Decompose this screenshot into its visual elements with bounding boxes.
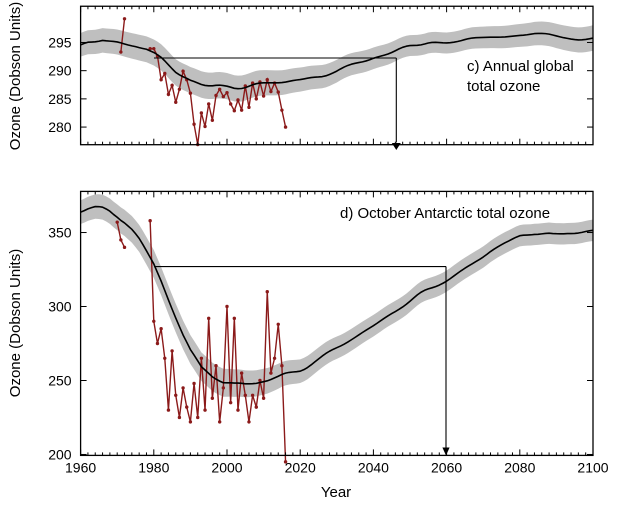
svg-text:total ozone: total ozone (467, 78, 540, 95)
svg-text:350: 350 (48, 225, 72, 241)
svg-text:2040: 2040 (358, 459, 389, 475)
svg-text:Ozone (Dobson Units): Ozone (Dobson Units) (7, 2, 24, 150)
svg-text:295: 295 (48, 34, 72, 50)
svg-text:2060: 2060 (431, 459, 462, 475)
svg-text:2080: 2080 (504, 459, 535, 475)
svg-text:285: 285 (48, 91, 72, 107)
svg-text:Year: Year (321, 484, 351, 501)
svg-text:1980: 1980 (138, 459, 169, 475)
svg-text:2020: 2020 (285, 459, 316, 475)
svg-text:280: 280 (48, 119, 72, 135)
svg-text:Ozone (Dobson Units): Ozone (Dobson Units) (7, 249, 24, 397)
svg-text:250: 250 (48, 372, 72, 388)
svg-text:200: 200 (48, 446, 72, 462)
svg-text:300: 300 (48, 299, 72, 315)
svg-text:2000: 2000 (211, 459, 242, 475)
svg-text:2100: 2100 (577, 459, 608, 475)
svg-text:d) October Antarctic total ozo: d) October Antarctic total ozone (340, 205, 550, 222)
svg-text:290: 290 (48, 63, 72, 79)
svg-text:c) Annual global: c) Annual global (467, 58, 574, 75)
